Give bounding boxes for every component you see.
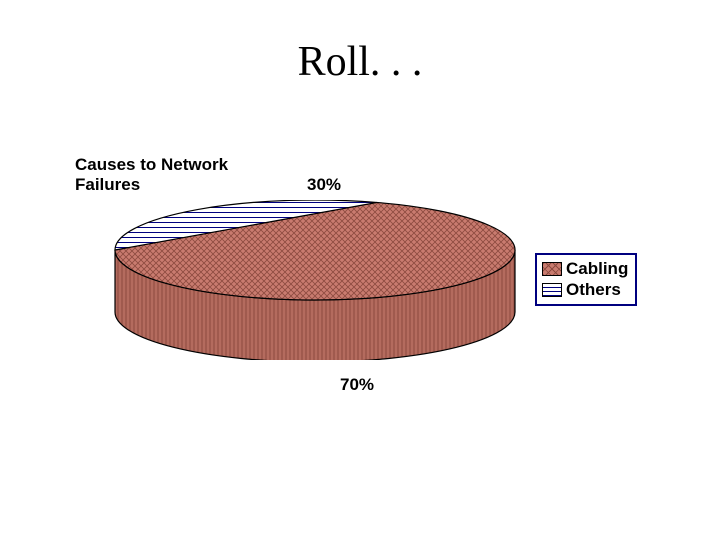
legend: Cabling Others	[535, 253, 637, 306]
legend-label-cabling: Cabling	[566, 258, 628, 279]
pie-chart-3d	[105, 200, 525, 360]
page-title: Roll. . .	[0, 38, 720, 86]
chart-subtitle: Causes to Network Failures	[75, 155, 228, 196]
legend-item-cabling: Cabling	[542, 258, 628, 279]
data-label-others: 30%	[307, 175, 341, 195]
legend-item-others: Others	[542, 279, 628, 300]
legend-label-others: Others	[566, 279, 621, 300]
data-label-cabling: 70%	[340, 375, 374, 395]
legend-swatch-others	[542, 283, 562, 297]
legend-swatch-cabling	[542, 262, 562, 276]
